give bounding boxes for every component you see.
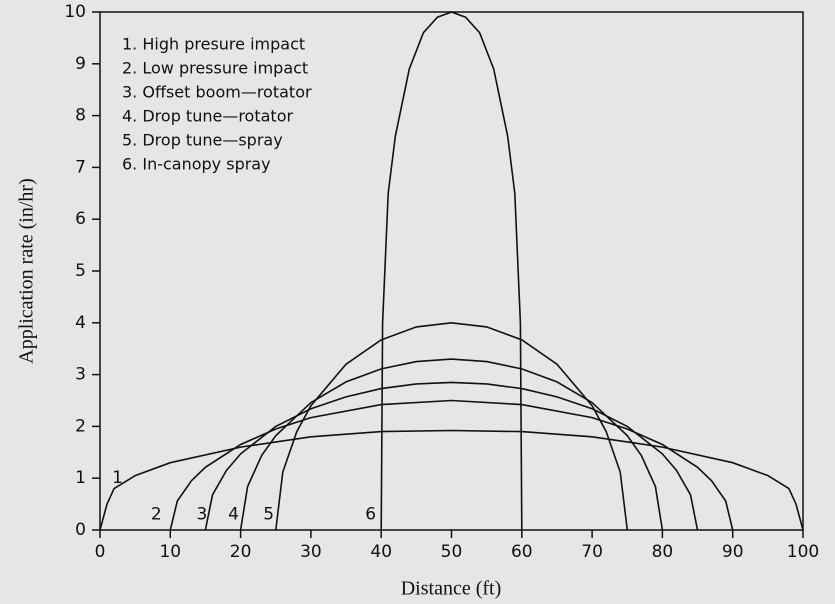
- y-tick-label: 6: [75, 209, 86, 229]
- series-line: [380, 11, 523, 531]
- y-tick-label: 5: [75, 261, 86, 281]
- y-tick-label: 9: [75, 54, 86, 74]
- y-tick-label: 3: [75, 365, 86, 385]
- x-tick-label: 60: [511, 542, 533, 562]
- legend-entry: 5. Drop tune—spray: [122, 131, 283, 150]
- series-line: [204, 381, 699, 531]
- x-tick-label: 10: [159, 542, 181, 562]
- y-axis-label: Application rate (in/hr): [16, 178, 38, 364]
- x-tick-label: 90: [722, 542, 744, 562]
- curve-label: 6: [365, 504, 376, 524]
- curve-label: 3: [197, 504, 208, 524]
- x-tick-label: 0: [95, 542, 106, 562]
- y-tick-label: 7: [75, 157, 86, 177]
- x-tick-label: 50: [441, 542, 463, 562]
- legend-entry: 4. Drop tune—rotator: [122, 107, 293, 126]
- curve-label: 5: [263, 504, 274, 524]
- y-tick-label: 2: [75, 416, 86, 436]
- legend-entry: 1. High presure impact: [122, 35, 305, 54]
- x-tick-label: 80: [652, 542, 674, 562]
- y-tick-label: 4: [75, 313, 86, 333]
- x-axis-label: Distance (ft): [401, 578, 502, 600]
- x-tick-label: 20: [230, 542, 252, 562]
- x-tick-label: 40: [370, 542, 392, 562]
- series-line: [169, 399, 734, 531]
- curve-label: 4: [228, 504, 239, 524]
- series-line: [275, 321, 629, 531]
- series-line: [239, 358, 664, 531]
- curve-label: 1: [112, 468, 123, 488]
- legend-entry: 3. Offset boom—rotator: [122, 83, 312, 102]
- y-tick-label: 1: [75, 468, 86, 488]
- y-tick-label: 0: [75, 520, 86, 540]
- curve-label: 2: [151, 504, 162, 524]
- legend-entry: 2. Low pressure impact: [122, 59, 308, 78]
- y-tick-label: 8: [75, 106, 86, 126]
- legend-entry: 6. In-canopy spray: [122, 155, 271, 174]
- x-tick-label: 100: [787, 542, 819, 562]
- series-line: [99, 429, 804, 531]
- y-tick-label: 10: [64, 2, 86, 22]
- x-tick-label: 30: [300, 542, 322, 562]
- x-tick-label: 70: [581, 542, 603, 562]
